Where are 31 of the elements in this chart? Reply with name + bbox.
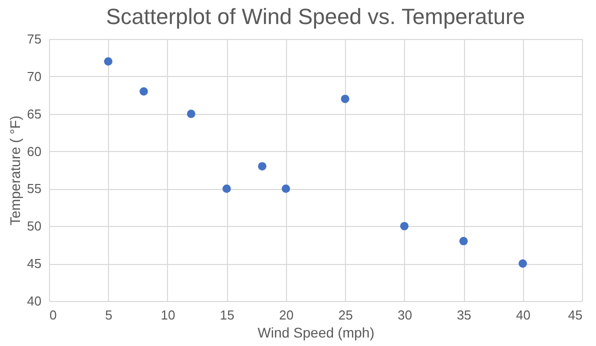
- x-tick-label: 35: [456, 308, 472, 322]
- x-tick-label: 15: [220, 308, 234, 322]
- y-axis-title: Temperature ( °F): [7, 116, 24, 226]
- x-axis-title: Wind Speed (mph): [258, 324, 374, 340]
- point: [459, 236, 468, 246]
- x-tick-label: 0: [50, 308, 57, 322]
- point: [400, 222, 409, 230]
- x-tick-label: 45: [568, 308, 582, 322]
- chart-title: Scatterplot of Wind Speed vs. Temperature: [106, 4, 526, 29]
- point: [140, 87, 148, 96]
- x-tick-label: 20: [279, 308, 294, 322]
- y-tick-label: 70: [27, 68, 42, 84]
- y-tick-label: 55: [27, 181, 42, 196]
- point: [222, 184, 231, 193]
- y-tick-label: 60: [27, 144, 42, 159]
- point: [186, 110, 196, 118]
- y-tick-label: 75: [27, 32, 42, 46]
- point: [340, 94, 350, 104]
- y-tick-label: 40: [27, 294, 42, 308]
- point: [518, 259, 527, 268]
- x-tick-label: 40: [516, 308, 531, 322]
- point: [282, 184, 290, 193]
- x-tick-label: 30: [398, 308, 412, 322]
- y-tick-label: 65: [27, 106, 42, 122]
- x-tick-label: 5: [105, 308, 112, 322]
- y-tick-label: 50: [27, 218, 42, 234]
- point: [258, 162, 266, 170]
- x-tick-label: 10: [160, 308, 176, 322]
- point: [104, 57, 112, 66]
- x-tick-label: 25: [338, 308, 353, 322]
- y-tick-label: 45: [27, 256, 42, 272]
